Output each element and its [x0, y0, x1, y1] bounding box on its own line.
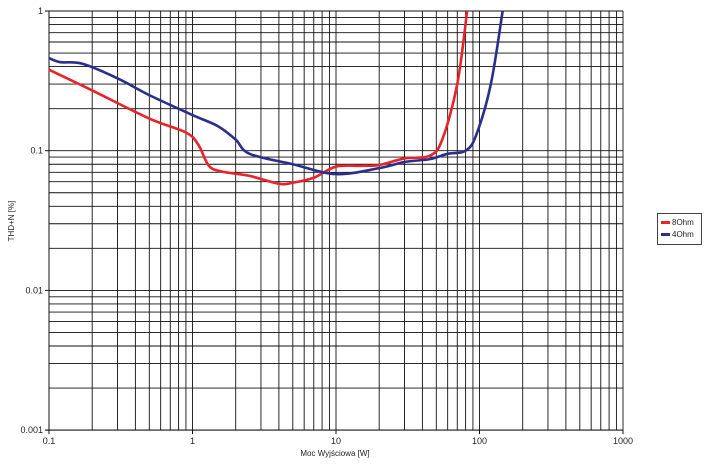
x-tick-label: 10 [331, 436, 341, 446]
legend-swatch-icon [661, 220, 670, 224]
y-tick-label: 0.01 [25, 285, 43, 295]
legend-label: 4Ohm [672, 229, 694, 239]
legend-swatch-icon [661, 232, 670, 236]
y-tick-label: 1 [38, 6, 43, 16]
legend: 8Ohm 4Ohm [657, 213, 702, 245]
legend-item-8ohm: 8Ohm [658, 216, 701, 228]
series-8ohm [48, 10, 469, 186]
legend-item-4ohm: 4Ohm [658, 228, 701, 240]
x-tick-label: 1 [190, 436, 195, 446]
axes: 0.1 1 10 100 1000 0.001 0.01 0.1 1 [20, 6, 633, 446]
y-axis-label: THD+N [%] [7, 201, 16, 242]
grid-lines [48, 10, 624, 431]
x-tick-label: 0.1 [43, 436, 56, 446]
y-tick-label: 0.1 [30, 146, 43, 156]
x-axis-label: Moc Wyjściowa [W] [300, 449, 369, 458]
x-tick-label: 1000 [613, 436, 633, 446]
y-tick-label: 0.001 [20, 425, 43, 435]
series-4ohm [48, 10, 504, 176]
legend-label: 8Ohm [672, 217, 694, 227]
series-lines [48, 10, 504, 186]
x-tick-label: 100 [472, 436, 487, 446]
